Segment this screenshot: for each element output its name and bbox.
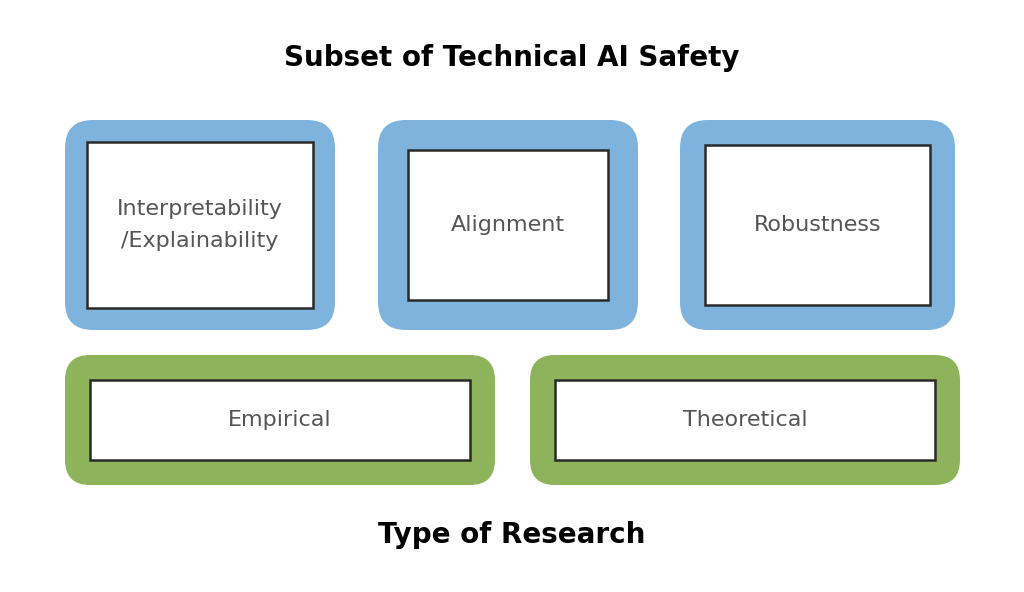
FancyBboxPatch shape [530,355,961,485]
Text: Interpretability
/Explainability: Interpretability /Explainability [117,198,283,252]
Text: Type of Research: Type of Research [378,521,646,549]
FancyBboxPatch shape [378,120,638,330]
FancyBboxPatch shape [90,380,470,460]
FancyBboxPatch shape [87,142,313,308]
Text: Subset of Technical AI Safety: Subset of Technical AI Safety [285,44,739,72]
FancyBboxPatch shape [680,120,955,330]
Text: Theoretical: Theoretical [683,410,807,430]
FancyBboxPatch shape [65,120,335,330]
FancyBboxPatch shape [705,145,930,305]
FancyBboxPatch shape [65,355,495,485]
Text: Alignment: Alignment [451,215,565,235]
FancyBboxPatch shape [555,380,935,460]
FancyBboxPatch shape [408,150,608,300]
Text: Robustness: Robustness [754,215,882,235]
Text: Empirical: Empirical [228,410,332,430]
